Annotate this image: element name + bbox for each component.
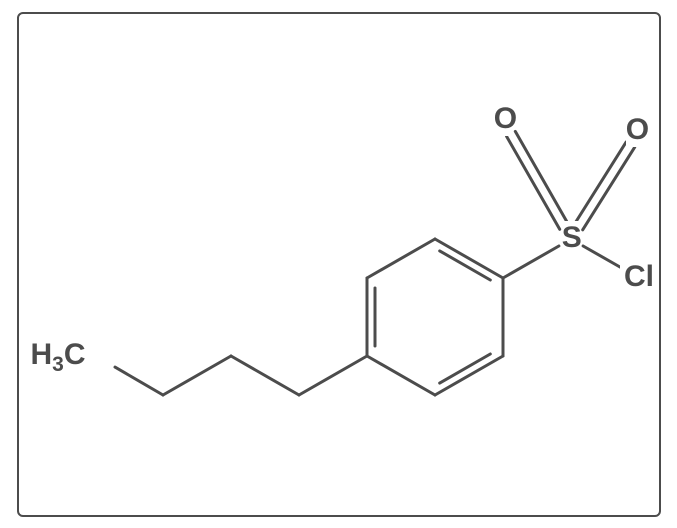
- atom-label-cl: Cl: [620, 260, 657, 294]
- atom-label-c1: H3C: [30, 338, 86, 377]
- atom-label-o2: O: [626, 113, 645, 147]
- molecule-diagram: [0, 0, 677, 528]
- atom-label-o1: O: [494, 102, 513, 136]
- atom-label-s: S: [562, 221, 581, 255]
